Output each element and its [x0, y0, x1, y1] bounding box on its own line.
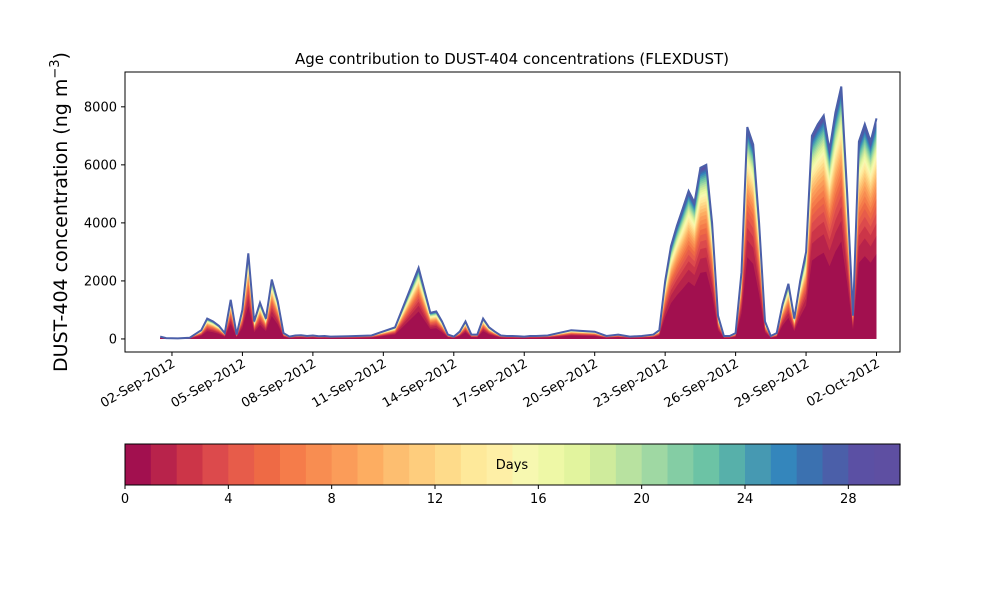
x-tick-label: 02-Sep-2012 [98, 356, 178, 411]
x-tick-label: 11-Sep-2012 [310, 356, 390, 411]
colorbar-segment [615, 444, 643, 485]
y-axis: 0 2000 4000 6000 8000 [84, 100, 125, 347]
colorbar-segment [460, 444, 488, 485]
x-tick-label: 23-Sep-2012 [591, 356, 671, 411]
y-tick-label: 4000 [84, 216, 117, 231]
colorbar-tick-label: 0 [121, 492, 129, 507]
colorbar-segment [357, 444, 384, 485]
colorbar-segment [745, 444, 772, 485]
colorbar-segment [641, 444, 669, 485]
colorbar-segment [228, 444, 255, 485]
colorbar-segment [538, 444, 565, 485]
colorbar-segment [512, 444, 539, 485]
colorbar-segment [150, 444, 178, 485]
colorbar-segment [125, 444, 152, 485]
colorbar-segment [486, 444, 514, 485]
x-axis: 02-Sep-201205-Sep-201208-Sep-201211-Sep-… [98, 352, 883, 411]
total-line-layer [159, 86, 878, 340]
age-band-0-area [160, 241, 877, 339]
y-axis-label: DUST-404 concentration (ng m−3) [48, 52, 72, 372]
chart-title: Age contribution to DUST-404 concentrati… [295, 50, 729, 68]
colorbar [125, 444, 901, 485]
x-tick-label: 29-Sep-2012 [732, 356, 812, 411]
colorbar-segment [796, 444, 824, 485]
age-stack-areas [160, 86, 877, 339]
colorbar-segment [383, 444, 410, 485]
colorbar-tick-label: 20 [633, 492, 650, 507]
plot-frame [124, 71, 901, 353]
y-tick-label: 8000 [84, 100, 117, 115]
total-concentration-line [159, 86, 878, 340]
colorbar-segment [435, 444, 462, 485]
colorbar-segment [693, 444, 720, 485]
colorbar-segment [590, 444, 617, 485]
svg-text:DUST-404 concentration (ng m−3: DUST-404 concentration (ng m−3) [48, 52, 72, 372]
colorbar-segment [667, 444, 694, 485]
x-tick-label: 08-Sep-2012 [239, 356, 319, 411]
colorbar-segment [848, 444, 875, 485]
x-tick-label: 02-Oct-2012 [804, 356, 882, 410]
colorbar-tick-label: 28 [840, 492, 857, 507]
x-tick-label: 05-Sep-2012 [169, 356, 249, 411]
colorbar-tick-label: 24 [737, 492, 754, 507]
colorbar-tick-label: 4 [224, 492, 232, 507]
colorbar-axis: 0 4 8 12 16 20 24 28 [121, 485, 857, 507]
y-tick-label: 6000 [84, 158, 117, 173]
colorbar-segment [719, 444, 746, 485]
colorbar-frame [124, 443, 901, 486]
x-tick-label: 20-Sep-2012 [521, 356, 601, 411]
colorbar-segment [280, 444, 307, 485]
colorbar-segment [202, 444, 229, 485]
colorbar-segment [564, 444, 591, 485]
colorbar-segment [331, 444, 359, 485]
y-tick-label: 0 [109, 332, 117, 347]
x-tick-label: 17-Sep-2012 [450, 356, 530, 411]
colorbar-label: Days [496, 458, 529, 473]
x-tick-label: 14-Sep-2012 [380, 356, 460, 411]
colorbar-segment [254, 444, 281, 485]
colorbar-tick-label: 8 [328, 492, 336, 507]
colorbar-tick-label: 16 [530, 492, 547, 507]
colorbar-segment [874, 444, 901, 485]
colorbar-segment [822, 444, 849, 485]
x-tick-label: 26-Sep-2012 [662, 356, 742, 411]
y-tick-label: 2000 [84, 274, 117, 289]
y-axis-label-sup: −3 [48, 59, 63, 78]
colorbar-segment [305, 444, 333, 485]
colorbar-segment [409, 444, 436, 485]
y-axis-label-close: ) [50, 52, 72, 59]
y-axis-label-main: DUST-404 concentration (ng m [50, 79, 72, 372]
colorbar-segment [770, 444, 798, 485]
colorbar-tick-label: 12 [427, 492, 444, 507]
colorbar-segment [176, 444, 204, 485]
